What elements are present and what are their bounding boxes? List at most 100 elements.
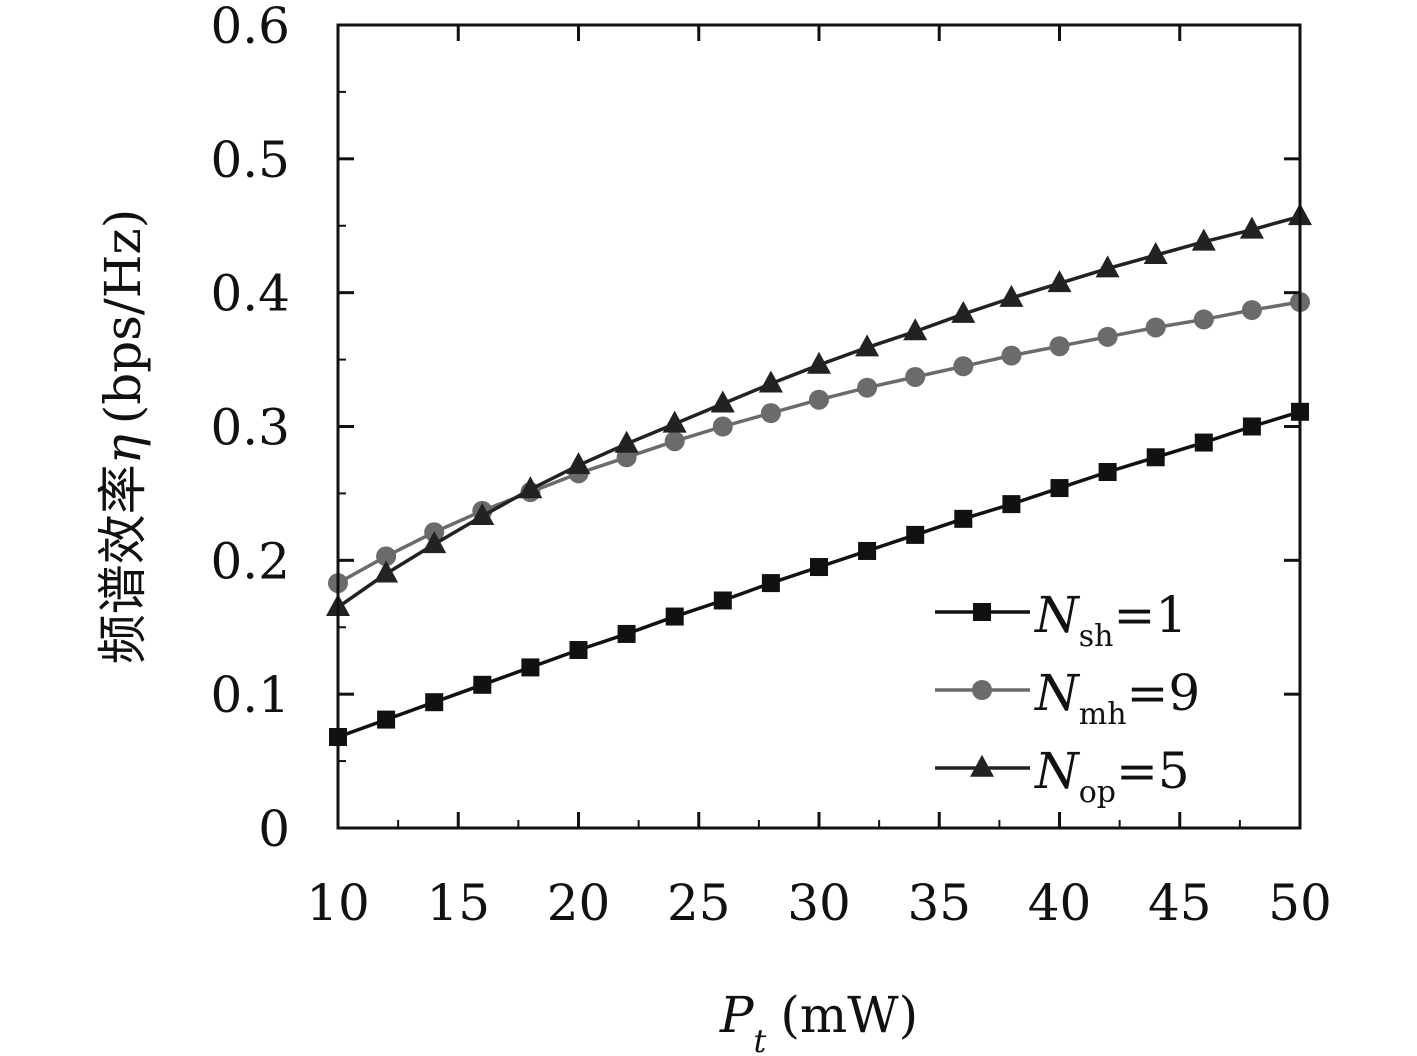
data-point-op — [1191, 228, 1216, 251]
x-axis-symbol: P — [719, 986, 755, 1044]
legend-item-sh: Nsh=1 — [935, 586, 1187, 654]
data-point-op — [614, 430, 639, 453]
x-tick-label: 45 — [1148, 874, 1212, 932]
data-point-op — [662, 410, 687, 433]
series-op — [326, 203, 1312, 616]
data-point-mh — [376, 546, 397, 567]
data-point-sh — [473, 675, 492, 694]
data-point-mh — [1001, 345, 1022, 366]
data-point-sh — [858, 541, 877, 560]
legend-symbol: N — [1034, 586, 1081, 644]
legend-subscript: mh — [1079, 697, 1127, 732]
x-tick-label: 10 — [306, 874, 370, 932]
y-axis-label: 频谱效率η (bps/Hz) — [94, 209, 152, 664]
series-mh — [328, 292, 1310, 594]
data-point-sh — [521, 658, 540, 677]
data-point-sh — [1098, 463, 1117, 482]
legend-label: Nmh=9 — [1034, 664, 1200, 732]
data-point-op — [518, 476, 543, 499]
data-point-op — [951, 300, 976, 323]
data-point-mh — [664, 431, 685, 452]
data-point-op — [1047, 270, 1072, 293]
legend-label: Nop=5 — [1034, 742, 1190, 810]
y-tick-label: 0.6 — [210, 0, 290, 55]
data-point-op — [1095, 255, 1120, 278]
data-point-sh — [713, 591, 732, 610]
legend-label: Nsh=1 — [1034, 586, 1187, 654]
data-point-sh — [954, 509, 973, 528]
data-point-op — [903, 318, 928, 341]
y-axis-unit: (bps/Hz) — [94, 209, 152, 424]
data-point-mh — [760, 403, 781, 424]
data-point-sh — [1242, 417, 1261, 436]
y-tick-label: 0.1 — [210, 666, 290, 724]
data-point-mh — [1145, 317, 1166, 338]
series-layer — [326, 203, 1312, 746]
data-point-sh — [377, 710, 396, 729]
data-point-op — [999, 284, 1024, 307]
series-line-mh — [337, 300, 1301, 585]
legend-value: =9 — [1127, 664, 1201, 722]
data-point-sh — [569, 641, 588, 660]
legend-marker — [973, 603, 991, 621]
x-axis-subscript: t — [753, 1022, 766, 1056]
data-point-sh — [1002, 495, 1021, 514]
data-point-op — [855, 334, 880, 357]
series-line-op — [337, 214, 1301, 609]
ticks-layer: 10 15 20 25 30 35 40 45 50 0 0.1 0.2 0.3 0.4 0.5 0.6 — [210, 0, 1331, 932]
y-tick-label: 0.5 — [210, 131, 290, 189]
x-tick-label: 25 — [667, 874, 731, 932]
data-point-mh — [712, 416, 733, 437]
data-point-op — [1143, 241, 1168, 264]
data-point-op — [1239, 216, 1264, 239]
x-tick-label: 40 — [1028, 874, 1092, 932]
x-tick-label: 50 — [1268, 874, 1332, 932]
legend-marker — [972, 680, 992, 700]
data-point-mh — [1097, 326, 1118, 347]
y-tick-label: 0.3 — [210, 399, 290, 457]
data-point-sh — [1050, 479, 1069, 498]
y-tick-label: 0.4 — [210, 265, 290, 323]
data-point-sh — [761, 574, 780, 593]
data-point-op — [422, 531, 447, 554]
data-point-sh — [425, 693, 444, 712]
data-point-mh — [809, 389, 829, 410]
legend-value: =5 — [1116, 742, 1190, 800]
data-point-op — [710, 390, 735, 413]
series-sh — [329, 402, 1309, 746]
data-point-sh — [617, 624, 636, 643]
legend-symbol: N — [1034, 742, 1081, 800]
y-tick-label: 0 — [258, 800, 290, 858]
data-point-sh — [1146, 448, 1165, 467]
data-point-op — [807, 351, 831, 374]
x-tick-label: 30 — [787, 874, 851, 932]
x-axis-label: Pt (mW) — [719, 986, 918, 1056]
x-tick-label: 20 — [547, 874, 611, 932]
legend-subscript: sh — [1079, 619, 1114, 654]
data-point-sh — [906, 525, 925, 544]
x-axis-unit: (mW) — [780, 986, 918, 1044]
legend-item-mh: Nmh=9 — [935, 664, 1200, 732]
data-point-mh — [1049, 336, 1070, 357]
legend-value: =1 — [1113, 586, 1187, 644]
y-tick-label: 0.2 — [210, 532, 290, 590]
y-axis-symbol: η — [94, 434, 152, 464]
legend-item-op: Nop=5 — [935, 742, 1190, 810]
x-tick-label: 35 — [907, 874, 971, 932]
data-point-sh — [810, 558, 828, 577]
legend-marker — [970, 754, 994, 777]
data-point-mh — [1241, 300, 1262, 321]
legend-subscript: op — [1079, 775, 1116, 810]
data-point-op — [374, 560, 399, 583]
x-tick-label: 15 — [426, 874, 490, 932]
data-point-mh — [1193, 309, 1214, 330]
data-point-op — [758, 370, 783, 393]
data-point-mh — [905, 366, 926, 387]
data-point-mh — [857, 377, 878, 398]
y-axis-text: 频谱效率 — [94, 464, 152, 664]
data-point-sh — [1194, 433, 1213, 452]
data-point-mh — [953, 356, 974, 377]
data-point-sh — [665, 607, 684, 626]
